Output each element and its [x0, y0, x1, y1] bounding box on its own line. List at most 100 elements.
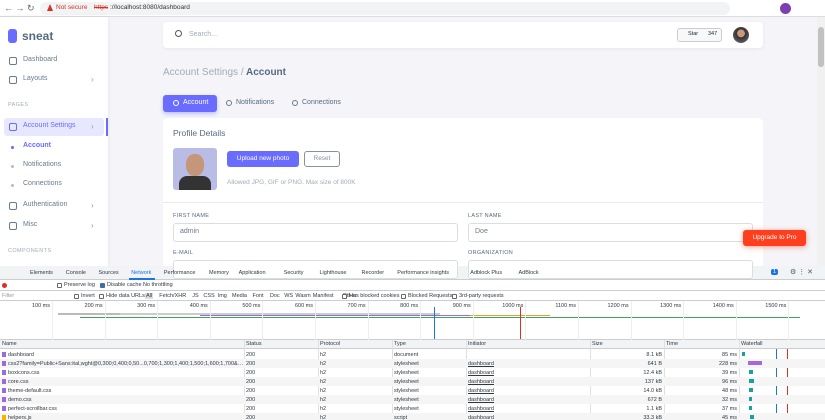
cell[interactable]: dashboard: [468, 414, 494, 420]
cell[interactable]: boxicons.css: [8, 369, 40, 376]
devtools-tab[interactable]: Application: [238, 270, 266, 276]
invert[interactable]: Invert: [81, 293, 95, 299]
cell[interactable]: dashboard: [468, 360, 494, 367]
column-header[interactable]: Size: [592, 341, 603, 347]
type-filter[interactable]: All: [145, 293, 154, 299]
avatar[interactable]: [733, 27, 749, 43]
column-header[interactable]: Status: [246, 341, 262, 347]
address-bar[interactable]: [40, 2, 730, 15]
menu-item[interactable]: Account: [23, 142, 51, 149]
timeline-label: 800 ms: [400, 303, 419, 309]
type-filter[interactable]: CSS: [203, 293, 215, 299]
checkbox[interactable]: [99, 294, 104, 299]
record-button[interactable]: [2, 283, 7, 288]
type-filter[interactable]: JS: [192, 293, 199, 299]
profile-icon[interactable]: [780, 3, 791, 14]
upgrade-btn[interactable]: Upgrade to Pro: [743, 230, 806, 246]
row-stripe: [0, 395, 825, 404]
field-input[interactable]: [468, 260, 753, 279]
type-filter[interactable]: Media: [232, 293, 247, 299]
cell[interactable]: dashboard: [8, 351, 34, 358]
type-filter[interactable]: Font: [252, 293, 264, 299]
devtools-tab[interactable]: AdBlock: [518, 270, 539, 276]
devtools-tab[interactable]: Memory: [209, 270, 229, 276]
menu-item[interactable]: Dashboard: [23, 56, 58, 63]
cell[interactable]: dashboard: [468, 396, 494, 403]
hide-data-urls[interactable]: Hide data URLs: [106, 293, 145, 299]
tab[interactable]: Connections: [302, 99, 341, 106]
tab[interactable]: Account: [183, 99, 209, 106]
type-filter[interactable]: Manifest: [312, 293, 334, 299]
type-filter[interactable]: Fetch/XHR: [159, 293, 187, 299]
cell[interactable]: dashboard: [468, 378, 494, 385]
cell[interactable]: dashboard: [468, 405, 494, 412]
throttling[interactable]: No throttling: [143, 282, 173, 288]
disable-cache[interactable]: Disable cache: [107, 282, 142, 288]
checkbox[interactable]: [401, 294, 406, 299]
type-filter[interactable]: Other: [342, 293, 357, 299]
tab-active-bg: [163, 95, 217, 112]
file-icon: [2, 370, 6, 375]
checkbox[interactable]: [57, 283, 62, 288]
third-party[interactable]: 3rd-party requests: [459, 293, 504, 299]
type-filter[interactable]: Doc: [269, 293, 280, 299]
column-header[interactable]: Protocol: [320, 341, 341, 347]
devtools-tab[interactable]: Sources: [98, 270, 119, 276]
network-toolbar: [0, 280, 825, 291]
column-header[interactable]: Name: [2, 341, 17, 347]
field-input[interactable]: [468, 223, 753, 242]
cell[interactable]: css2?family=Public+Sans:ital,wght@0,300;…: [8, 360, 244, 367]
devtools-tab[interactable]: Performance insights: [397, 270, 449, 276]
devtools-tab[interactable]: Network: [131, 270, 152, 276]
blocked-requests[interactable]: Blocked Requests: [408, 293, 453, 299]
upload-btn[interactable]: Upload new photo: [227, 151, 299, 167]
cell[interactable]: dashboard: [468, 369, 494, 376]
devtools-tab[interactable]: Recorder: [361, 270, 385, 276]
star-button[interactable]: [677, 28, 722, 42]
menu-item[interactable]: Misc: [23, 221, 38, 228]
preserve-log[interactable]: Preserve log: [64, 282, 95, 288]
checkbox[interactable]: [74, 294, 79, 299]
browser-bar: ← → ↻: [0, 0, 825, 17]
devtools-tab[interactable]: Elements: [30, 270, 53, 276]
nav-buttons[interactable]: ← → ↻: [4, 3, 35, 13]
column-header[interactable]: Time: [666, 341, 679, 347]
column-header[interactable]: Type: [394, 341, 406, 347]
type-filter[interactable]: Img: [217, 293, 227, 299]
column-header[interactable]: Initiator: [468, 341, 487, 347]
devtools-tab[interactable]: Adblock Plus: [470, 270, 503, 276]
checkbox[interactable]: [342, 294, 347, 299]
devtools-tab[interactable]: Lighthouse: [319, 270, 347, 276]
timeline-grid: [525, 301, 527, 340]
tab-icon: [173, 100, 179, 106]
menu-item[interactable]: Notifications: [23, 161, 62, 168]
checkbox[interactable]: [100, 283, 105, 288]
cell[interactable]: helpers.js: [8, 414, 32, 420]
devtools-tab[interactable]: Security: [283, 270, 304, 276]
devtools-tab[interactable]: Console: [65, 270, 86, 276]
tab[interactable]: Notifications: [236, 99, 275, 106]
type-filter[interactable]: WS: [284, 293, 294, 299]
column-header[interactable]: Waterfall: [741, 341, 763, 347]
blocked-cookies[interactable]: Has blocked cookies: [349, 293, 400, 299]
filter-input[interactable]: Filter: [2, 293, 15, 299]
menu-item[interactable]: Connections: [23, 180, 62, 187]
devtools-tab[interactable]: Performance: [163, 270, 196, 276]
cell[interactable]: perfect-scrollbar.css: [8, 405, 57, 412]
reset-btn[interactable]: Reset: [304, 151, 340, 167]
menu-item[interactable]: Layouts: [23, 75, 48, 82]
menu-item[interactable]: Authentication: [23, 201, 68, 208]
field-input[interactable]: [173, 260, 458, 279]
field-input[interactable]: [173, 223, 458, 242]
breadcrumb-parent: Account Settings /: [163, 67, 244, 78]
cell[interactable]: core.css: [8, 378, 29, 385]
menu-item[interactable]: Account Settings: [23, 122, 76, 129]
cell[interactable]: demo.css: [8, 396, 32, 403]
cell[interactable]: dashboard: [468, 387, 494, 394]
cell[interactable]: theme-default.css: [8, 387, 52, 394]
type-filter[interactable]: Wasm: [295, 293, 311, 299]
menu-bullet: [11, 146, 14, 149]
upload-hint: Allowed JPG, GIF or PNG. Max size of 800…: [227, 179, 356, 186]
checkbox[interactable]: [452, 294, 457, 299]
